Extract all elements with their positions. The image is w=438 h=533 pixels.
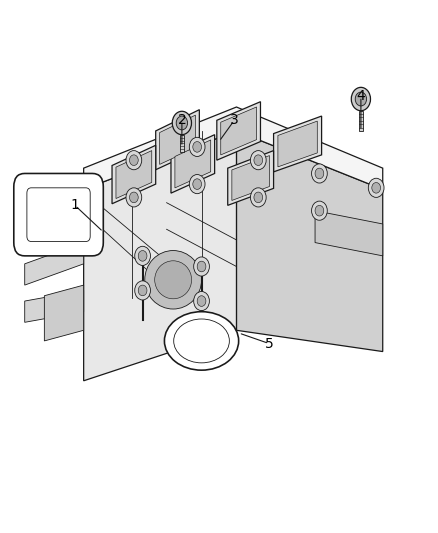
Polygon shape — [84, 107, 383, 189]
Polygon shape — [159, 115, 195, 164]
Circle shape — [194, 292, 209, 311]
Circle shape — [315, 205, 324, 216]
Polygon shape — [116, 151, 152, 198]
Polygon shape — [112, 146, 155, 204]
Circle shape — [254, 155, 263, 165]
Circle shape — [189, 174, 205, 193]
Polygon shape — [44, 285, 84, 341]
Ellipse shape — [174, 319, 230, 363]
Circle shape — [351, 87, 371, 111]
Circle shape — [135, 281, 150, 300]
Circle shape — [194, 257, 209, 276]
Text: 5: 5 — [265, 336, 274, 351]
Circle shape — [176, 116, 187, 130]
Polygon shape — [274, 116, 321, 172]
Circle shape — [368, 178, 384, 197]
Circle shape — [126, 151, 142, 169]
Polygon shape — [237, 131, 383, 352]
Polygon shape — [25, 290, 84, 322]
Circle shape — [197, 296, 206, 306]
Circle shape — [315, 168, 324, 179]
Text: 3: 3 — [230, 114, 239, 127]
Circle shape — [193, 179, 201, 189]
Circle shape — [135, 246, 150, 265]
Circle shape — [126, 188, 142, 207]
Polygon shape — [175, 140, 211, 188]
Polygon shape — [232, 156, 269, 200]
FancyBboxPatch shape — [14, 173, 103, 256]
Circle shape — [189, 138, 205, 157]
Circle shape — [355, 92, 367, 106]
Polygon shape — [171, 135, 215, 193]
Circle shape — [197, 261, 206, 272]
Polygon shape — [84, 131, 237, 381]
Circle shape — [311, 164, 327, 183]
FancyBboxPatch shape — [27, 188, 90, 241]
Polygon shape — [25, 243, 84, 285]
Polygon shape — [278, 121, 317, 167]
Polygon shape — [315, 211, 383, 256]
Circle shape — [138, 251, 147, 261]
Circle shape — [251, 188, 266, 207]
Ellipse shape — [155, 261, 191, 299]
Ellipse shape — [145, 251, 201, 309]
Circle shape — [130, 155, 138, 165]
Polygon shape — [25, 205, 84, 248]
Polygon shape — [228, 151, 274, 205]
Circle shape — [311, 201, 327, 220]
Polygon shape — [180, 135, 184, 152]
Circle shape — [372, 182, 381, 193]
Circle shape — [251, 151, 266, 169]
Text: 4: 4 — [357, 90, 365, 103]
Text: 1: 1 — [71, 198, 79, 212]
Circle shape — [172, 111, 191, 135]
Text: 2: 2 — [177, 114, 186, 127]
Polygon shape — [359, 111, 363, 131]
Polygon shape — [221, 107, 257, 155]
Circle shape — [130, 192, 138, 203]
Polygon shape — [217, 102, 261, 160]
Circle shape — [254, 192, 263, 203]
Circle shape — [193, 142, 201, 152]
Polygon shape — [155, 110, 199, 169]
Circle shape — [138, 285, 147, 296]
Ellipse shape — [164, 312, 239, 370]
